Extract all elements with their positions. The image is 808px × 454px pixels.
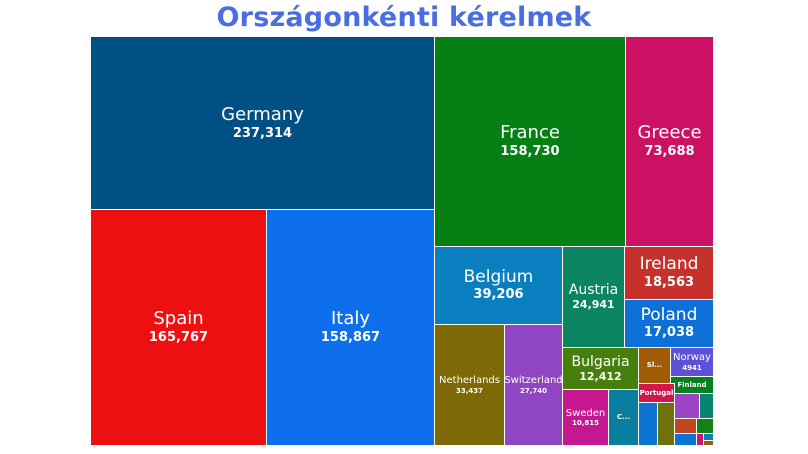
treemap-cell-austria[interactable]: Austria 24,941 [562,246,625,348]
treemap-cell-other[interactable] [638,402,658,446]
treemap-cell-finland[interactable]: Finland [670,376,714,394]
treemap-cell-norway[interactable]: Norway 4941 [670,347,714,377]
cell-label: Poland [640,304,698,325]
cell-value: 17,038 [643,325,695,341]
cell-value: 237,314 [232,125,293,141]
treemap-cell-other[interactable] [657,402,675,446]
cell-label: C... [616,413,631,422]
cell-value: 165,767 [148,330,209,346]
cell-label: Germany [221,103,304,125]
treemap-cell-switzerland[interactable]: Switzerland 27,740 [504,324,563,446]
treemap-cell-sweden[interactable]: Sweden 10,815 [562,389,609,446]
treemap-cell-belgium[interactable]: Belgium 39,206 [434,246,563,325]
chart-title: Országonkénti kérelmek [216,2,592,33]
cell-label: Switzerland [504,375,563,387]
treemap-cell-poland[interactable]: Poland 17,038 [624,299,714,348]
cell-label: Sweden [565,407,606,419]
cell-value: 27,740 [519,386,547,395]
treemap-cell-c[interactable]: C... [608,389,639,446]
cell-value: 24,941 [572,298,615,312]
cell-label: Greece [637,122,702,144]
treemap-cell-other[interactable] [674,418,697,434]
treemap-cell-other[interactable] [674,433,697,446]
cell-label: Norway [673,352,711,364]
cell-value: 33,437 [455,386,483,395]
treemap-cell-france[interactable]: France 158,730 [434,36,626,247]
treemap-cell-ireland[interactable]: Ireland 18,563 [624,246,714,300]
cell-value: 18,563 [643,274,695,290]
cell-value: 73,688 [644,144,695,160]
cell-value: 4941 [682,363,702,372]
cell-value: 10,815 [571,419,599,428]
cell-label: Netherlands [439,375,500,387]
cell-label: Finland [677,380,707,389]
cell-label: Spain [153,308,204,330]
treemap-cell-bulgaria[interactable]: Bulgaria 12,412 [562,347,639,390]
treemap-cell-other[interactable] [699,393,714,419]
cell-label: Belgium [463,266,534,287]
treemap-cell-greece[interactable]: Greece 73,688 [625,36,714,247]
treemap-cell-germany[interactable]: Germany 237,314 [90,36,435,210]
cell-value: 12,412 [579,369,622,383]
cell-value: 39,206 [473,287,524,303]
cell-label: Bulgaria [571,353,630,370]
cell-value: 158,730 [500,144,560,160]
treemap-cell-netherlands[interactable]: Netherlands 33,437 [434,324,505,446]
treemap-cell-portugal[interactable]: Portugal [638,383,675,403]
cell-label: Ireland [639,254,699,275]
cell-value: 158,867 [320,330,381,346]
cell-label: France [500,122,560,144]
cell-label: Italy [330,308,371,330]
treemap-cell-italy[interactable]: Italy 158,867 [266,209,435,446]
treemap-cell-other[interactable] [674,393,700,419]
treemap-cell-other[interactable] [696,418,714,434]
treemap-cell-sl[interactable]: Sl... [638,347,671,384]
cell-label: Portugal [639,388,674,397]
treemap-cell-spain[interactable]: Spain 165,767 [90,209,267,446]
cell-label: Sl... [646,361,663,370]
cell-label: Austria [568,282,619,299]
treemap-cell-other[interactable] [703,440,714,446]
